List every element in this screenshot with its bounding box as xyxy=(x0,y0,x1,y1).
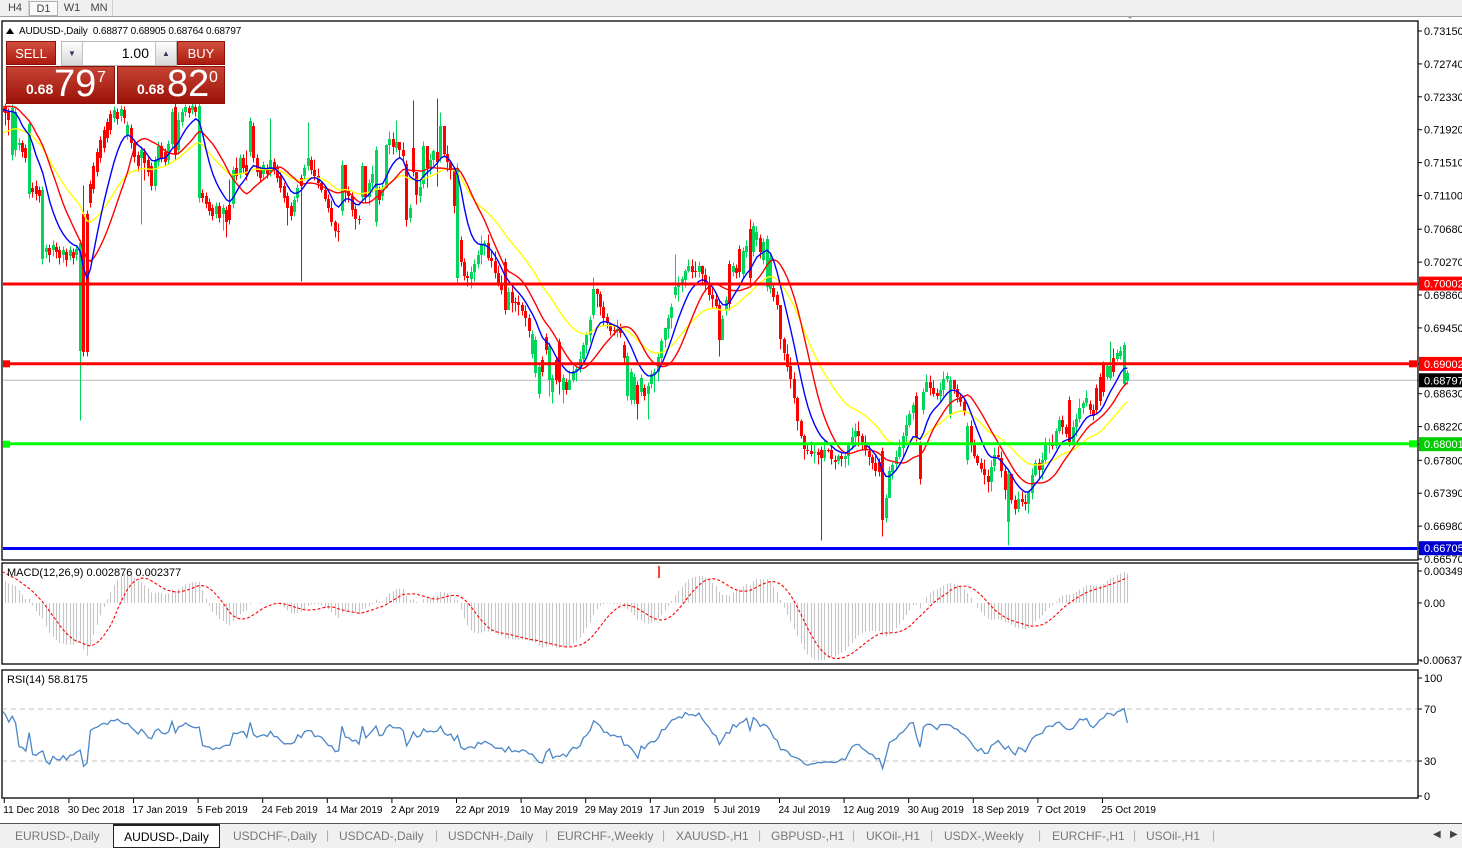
svg-text:0.71100: 0.71100 xyxy=(1424,191,1462,203)
svg-text:0.00: 0.00 xyxy=(1424,598,1445,610)
svg-text:0.00349: 0.00349 xyxy=(1424,566,1462,578)
svg-text:17 Jun 2019: 17 Jun 2019 xyxy=(649,805,704,816)
svg-text:10 May 2019: 10 May 2019 xyxy=(520,805,578,816)
svg-text:25 Oct 2019: 25 Oct 2019 xyxy=(1102,805,1157,816)
svg-text:0.68797: 0.68797 xyxy=(1424,375,1462,387)
svg-text:0.67800: 0.67800 xyxy=(1424,455,1462,467)
svg-text:30: 30 xyxy=(1424,756,1436,768)
svg-text:0.71920: 0.71920 xyxy=(1424,125,1462,137)
svg-text:18 Sep 2019: 18 Sep 2019 xyxy=(972,805,1029,816)
svg-text:0.72740: 0.72740 xyxy=(1424,59,1462,71)
svg-text:RSI(14) 58.8175: RSI(14) 58.8175 xyxy=(7,674,88,686)
svg-text:100: 100 xyxy=(1424,673,1442,685)
svg-text:0.69002: 0.69002 xyxy=(1424,359,1462,371)
svg-text:0.72330: 0.72330 xyxy=(1424,92,1462,104)
svg-text:24 Feb 2019: 24 Feb 2019 xyxy=(262,805,319,816)
svg-text:0.70680: 0.70680 xyxy=(1424,224,1462,236)
svg-text:22 Apr 2019: 22 Apr 2019 xyxy=(456,805,510,816)
svg-text:17 Jan 2019: 17 Jan 2019 xyxy=(133,805,188,816)
svg-text:MACD(12,26,9) 0.002876 0.00237: MACD(12,26,9) 0.002876 0.002377 xyxy=(7,567,181,579)
svg-text:5 Feb 2019: 5 Feb 2019 xyxy=(197,805,248,816)
svg-text:5 Jul 2019: 5 Jul 2019 xyxy=(714,805,761,816)
svg-text:0.68630: 0.68630 xyxy=(1424,389,1462,401)
svg-text:0.69450: 0.69450 xyxy=(1424,323,1462,335)
svg-text:0.73150: 0.73150 xyxy=(1424,26,1462,38)
svg-text:0: 0 xyxy=(1424,791,1430,803)
svg-text:24 Jul 2019: 24 Jul 2019 xyxy=(779,805,831,816)
svg-text:0.66570: 0.66570 xyxy=(1424,554,1462,566)
svg-text:0.66705: 0.66705 xyxy=(1424,543,1462,555)
svg-text:-0.00637: -0.00637 xyxy=(1420,655,1462,667)
svg-text:12 Aug 2019: 12 Aug 2019 xyxy=(843,805,900,816)
svg-text:29 May 2019: 29 May 2019 xyxy=(585,805,643,816)
svg-text:0.71510: 0.71510 xyxy=(1424,158,1462,170)
svg-text:2 Apr 2019: 2 Apr 2019 xyxy=(391,805,440,816)
svg-text:0.70270: 0.70270 xyxy=(1424,257,1462,269)
svg-text:30 Dec 2018: 30 Dec 2018 xyxy=(68,805,125,816)
svg-text:70: 70 xyxy=(1424,704,1436,716)
svg-text:30 Aug 2019: 30 Aug 2019 xyxy=(908,805,965,816)
svg-text:0.68001: 0.68001 xyxy=(1424,439,1462,451)
svg-text:0.67390: 0.67390 xyxy=(1424,488,1462,500)
svg-text:0.68220: 0.68220 xyxy=(1424,422,1462,434)
svg-text:0.69860: 0.69860 xyxy=(1424,290,1462,302)
svg-text:11 Dec 2018: 11 Dec 2018 xyxy=(3,805,59,816)
svg-text:14 Mar 2019: 14 Mar 2019 xyxy=(326,805,383,816)
svg-text:7 Oct 2019: 7 Oct 2019 xyxy=(1037,805,1086,816)
svg-text:0.66980: 0.66980 xyxy=(1424,521,1462,533)
svg-text:0.70002: 0.70002 xyxy=(1424,279,1462,291)
